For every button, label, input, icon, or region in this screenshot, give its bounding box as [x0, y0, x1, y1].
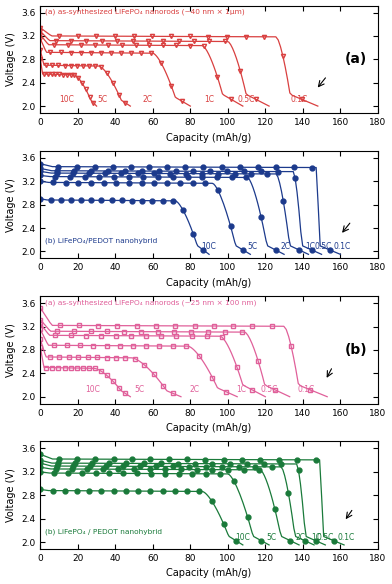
Text: 10C: 10C — [235, 533, 250, 542]
X-axis label: Capacity (mAh/g): Capacity (mAh/g) — [167, 133, 252, 142]
Text: 1C: 1C — [311, 533, 321, 542]
X-axis label: Capacity (mAh/g): Capacity (mAh/g) — [167, 423, 252, 433]
Text: 5C: 5C — [97, 95, 107, 104]
Y-axis label: Voltage (V): Voltage (V) — [5, 468, 16, 522]
Text: 0.5C: 0.5C — [260, 385, 278, 394]
Text: (a): (a) — [345, 53, 367, 67]
Text: 1C: 1C — [204, 95, 214, 104]
Text: 0.1C: 0.1C — [290, 95, 308, 104]
Text: 10C: 10C — [85, 385, 100, 394]
Text: 10C: 10C — [59, 95, 74, 104]
Text: 2C: 2C — [296, 533, 306, 542]
Y-axis label: Voltage (V): Voltage (V) — [5, 178, 16, 232]
X-axis label: Capacity (mAh/g): Capacity (mAh/g) — [167, 278, 252, 288]
Text: (a) as-synthesized LiFePO₄ nanorods (~25 nm × 100 nm): (a) as-synthesized LiFePO₄ nanorods (~25… — [45, 300, 257, 306]
Text: 5C: 5C — [266, 533, 276, 542]
Text: 2C: 2C — [189, 385, 199, 394]
Text: (b) LiFePO₄ / PEDOT nanohybrid: (b) LiFePO₄ / PEDOT nanohybrid — [45, 529, 162, 535]
Text: 0.5C: 0.5C — [238, 95, 255, 104]
Text: (b): (b) — [345, 343, 367, 357]
Text: 0.1C: 0.1C — [334, 242, 351, 251]
Text: (a) as-synthesized LiFePO₄ nanorods (~40 nm × 1μm): (a) as-synthesized LiFePO₄ nanorods (~40… — [45, 9, 245, 15]
Text: 0.1C: 0.1C — [338, 533, 355, 542]
Text: 2C: 2C — [281, 242, 291, 251]
Text: 0.1C: 0.1C — [298, 385, 315, 394]
Text: 5C: 5C — [247, 242, 257, 251]
Text: 1C: 1C — [305, 242, 315, 251]
Text: 10C: 10C — [201, 242, 216, 251]
Text: 1C: 1C — [236, 385, 246, 394]
Text: 2C: 2C — [142, 95, 152, 104]
X-axis label: Capacity (mAh/g): Capacity (mAh/g) — [167, 568, 252, 578]
Text: 0.5C: 0.5C — [317, 533, 334, 542]
Text: (b) LiFePO₄/PEDOT nanohybrid: (b) LiFePO₄/PEDOT nanohybrid — [45, 238, 158, 245]
Y-axis label: Voltage (V): Voltage (V) — [5, 323, 16, 377]
Y-axis label: Voltage (V): Voltage (V) — [5, 32, 16, 86]
Text: 0.5C: 0.5C — [315, 242, 332, 251]
Text: 5C: 5C — [134, 385, 145, 394]
